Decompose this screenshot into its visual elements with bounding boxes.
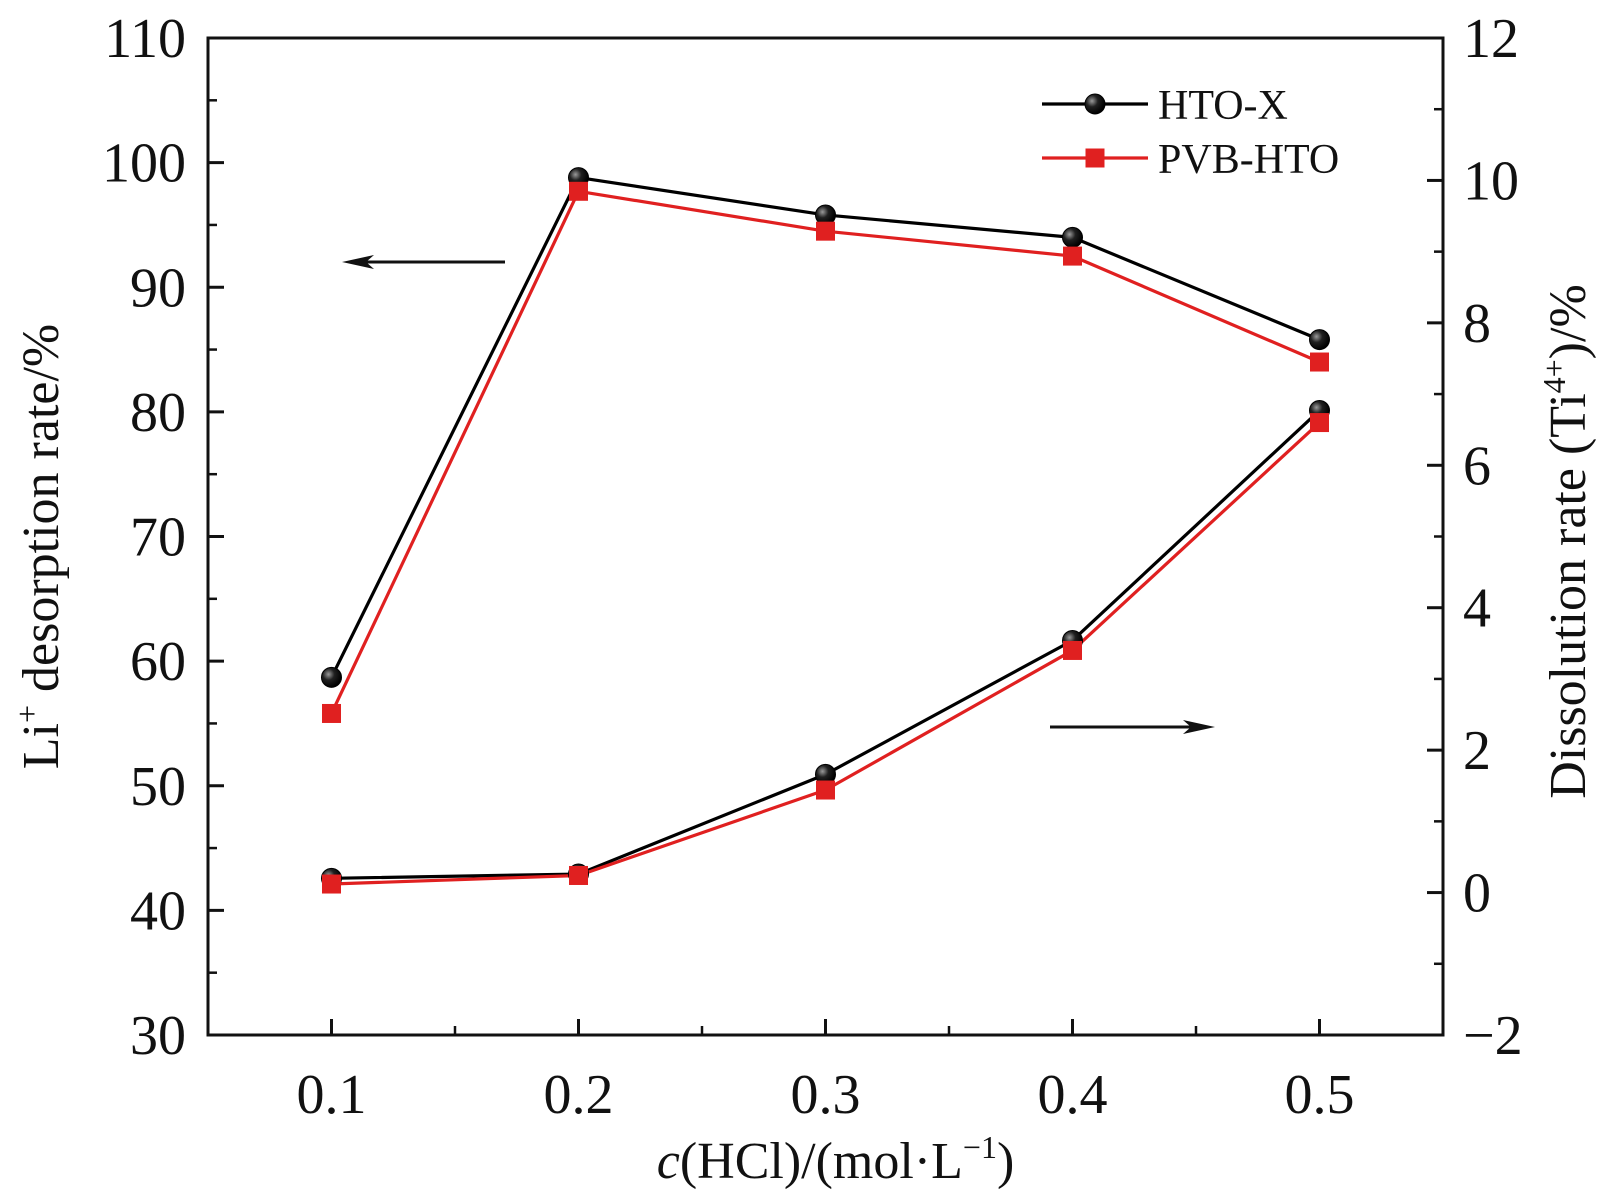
left-tick-label: 80 xyxy=(130,382,186,444)
legend-label: HTO-X xyxy=(1158,83,1288,129)
data-point-pvb-hto-left xyxy=(322,703,341,723)
data-point-pvb-hto-left xyxy=(569,181,588,201)
arrow-right-axis-head xyxy=(1183,720,1215,734)
right-tick-label: 6 xyxy=(1463,435,1491,497)
series-line-hto-x-left xyxy=(330,175,1321,679)
right-tick-label: −2 xyxy=(1463,1005,1523,1067)
data-point-pvb-hto-right xyxy=(816,780,835,800)
left-tick-label: 110 xyxy=(104,8,186,70)
data-point-pvb-hto-left xyxy=(816,221,835,241)
series-line-hto-x-right xyxy=(331,409,1321,880)
series-line-pvb-hto-left xyxy=(330,189,1321,715)
legend-marker-pvb-hto xyxy=(1085,148,1105,168)
data-point-pvb-hto-right xyxy=(569,865,588,885)
left-tick-label: 70 xyxy=(130,507,186,569)
data-point-pvb-hto-right xyxy=(1310,413,1329,433)
right-tick-label: 12 xyxy=(1463,8,1519,70)
x-tick-label: 0.4 xyxy=(1038,1064,1108,1126)
legend-label: PVB-HTO xyxy=(1158,137,1339,183)
data-point-hto-x-left xyxy=(1309,329,1330,351)
arrow-right-axis xyxy=(1050,720,1215,734)
left-tick-label: 100 xyxy=(102,133,186,195)
right-tick-label: 4 xyxy=(1463,578,1491,640)
right-tick-label: 8 xyxy=(1463,293,1491,355)
x-tick-label: 0.1 xyxy=(297,1064,367,1126)
legend-marker-hto-x xyxy=(1084,93,1106,115)
arrow-left-axis-head xyxy=(342,255,374,269)
right-axis-title: Dissolution rate (Ti4+)/% xyxy=(1536,284,1597,799)
left-tick-label: 50 xyxy=(130,756,186,818)
right-tick-label: 0 xyxy=(1463,863,1491,925)
left-tick-label: 60 xyxy=(130,631,186,693)
x-tick-label: 0.2 xyxy=(544,1064,614,1126)
x-tick-label: 0.5 xyxy=(1285,1064,1355,1126)
data-point-hto-x-left xyxy=(321,666,342,688)
data-point-pvb-hto-left xyxy=(1063,246,1082,266)
left-tick-label: 30 xyxy=(130,1005,186,1067)
right-tick-label: 10 xyxy=(1463,150,1519,212)
series-line-pvb-hto-right xyxy=(331,421,1321,886)
left-axis-title: Li+ desorption rate/% xyxy=(9,324,70,769)
plot-frame xyxy=(206,36,1445,1037)
data-point-pvb-hto-right xyxy=(322,874,341,894)
left-tick-label: 90 xyxy=(130,257,186,319)
data-point-pvb-hto-left xyxy=(1310,352,1329,372)
x-axis-title: c(HCl)/(mol·L−1) xyxy=(657,1129,1015,1190)
right-tick-label: 2 xyxy=(1463,720,1491,782)
left-tick-label: 40 xyxy=(130,880,186,942)
data-point-pvb-hto-right xyxy=(1063,640,1082,660)
data-point-hto-x-left xyxy=(1062,226,1083,248)
x-tick-label: 0.3 xyxy=(791,1064,861,1126)
arrow-left-axis xyxy=(342,255,505,269)
